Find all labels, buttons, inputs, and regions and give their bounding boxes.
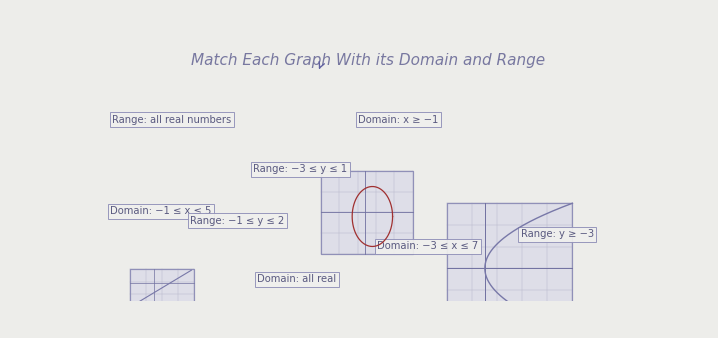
Text: Range: −1 ≤ y ≤ 2: Range: −1 ≤ y ≤ 2: [190, 216, 284, 226]
Text: Match Each Graph With its Domain and Range: Match Each Graph With its Domain and Ran…: [191, 53, 545, 68]
Bar: [447, 203, 572, 333]
Text: Range: all real numbers: Range: all real numbers: [113, 115, 232, 125]
Bar: [321, 171, 413, 254]
Text: Range: −3 ≤ y ≤ 1: Range: −3 ≤ y ≤ 1: [253, 164, 347, 174]
Bar: [130, 269, 194, 307]
Bar: [130, 269, 194, 307]
Bar: [447, 203, 572, 333]
Text: Range: y ≥ −3: Range: y ≥ −3: [521, 230, 594, 239]
Bar: [321, 171, 413, 254]
Text: Domain: −1 ≤ x ≤ 5: Domain: −1 ≤ x ≤ 5: [111, 206, 212, 216]
Text: Domain: all real: Domain: all real: [257, 274, 336, 285]
Text: Domain: x ≥ −1: Domain: x ≥ −1: [358, 115, 439, 125]
Text: Domain: −3 ≤ x ≤ 7: Domain: −3 ≤ x ≤ 7: [378, 241, 479, 251]
